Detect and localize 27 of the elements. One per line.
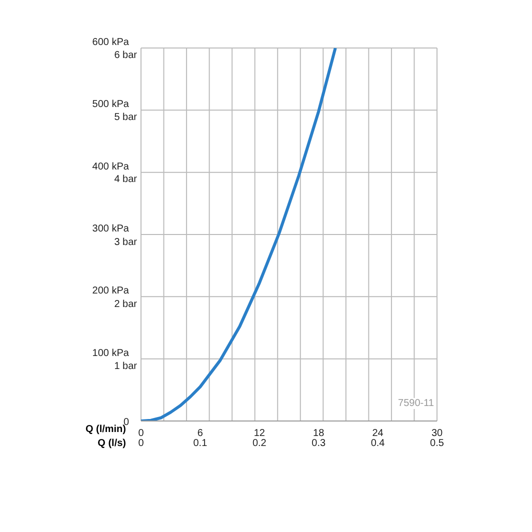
x2-tick-label: 0 [138,438,144,449]
x-tick-label: 18 [313,428,325,440]
y-tick-label: 500 kPa [92,99,130,110]
x-tick-label: 12 [254,428,266,440]
x2-tick-label: 0.2 [251,438,268,449]
y-tick-label: 200 kPa [92,286,130,297]
y2-tick-label: 3 bar [113,236,137,248]
x2-axis-title: Q (l/s) [96,438,126,449]
x2-tick-label: 0.1 [192,438,208,449]
x2-tick-label: 0.4 [370,438,386,449]
x-tick-label: 30 [431,428,443,440]
x-tick-label: 24 [372,428,384,440]
y2-tick-label: 2 bar [113,298,137,310]
y-tick-label: 600 kPa [92,37,130,48]
y-tick-label: 300 kPa [92,224,130,234]
annotation: 7590-11 [397,398,435,409]
x-tick-label: 6 [197,428,204,440]
y-tick-label: 100 kPa [92,348,130,359]
y2-tick-label: 6 bar [113,50,137,61]
y2-tick-label: 1 bar [113,360,137,372]
y2-tick-label: 4 bar [113,174,137,186]
x-tick-label: 0 [138,428,144,440]
x-axis-title: Q (l/min) [84,424,126,435]
x2-tick-label: 0.5 [429,438,445,449]
x2-tick-label: 0.3 [310,438,327,449]
y2-tick-label: 5 bar [113,112,137,124]
y-tick-label: 400 kPa [92,161,130,172]
